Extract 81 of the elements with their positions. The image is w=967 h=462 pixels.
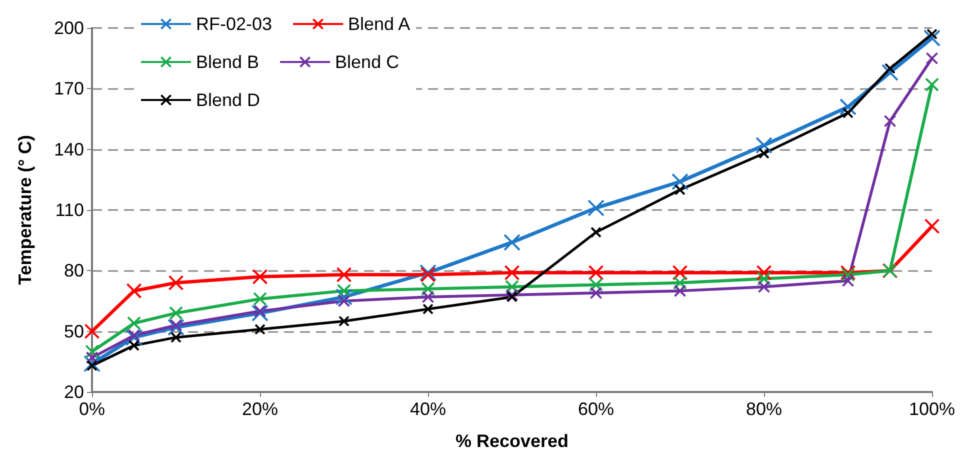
point [884,62,896,74]
point [170,319,182,332]
point [925,78,939,92]
point [336,266,352,282]
legend-label: Blend C [335,52,400,72]
point [590,226,602,238]
point [126,283,142,299]
legend-label: RF-02-03 [196,14,272,34]
point [126,328,142,346]
point [674,284,686,298]
y-tick-label: 170 [54,78,84,99]
point [590,286,602,300]
point [588,199,604,216]
point [840,98,856,116]
point [758,148,770,159]
point [884,114,896,128]
point [84,355,100,372]
x-tick-label: 60% [578,399,614,419]
point [589,278,603,292]
point [841,268,855,282]
point [253,292,267,306]
point [673,276,687,290]
legend-label: Blend D [196,90,260,110]
point [337,284,351,298]
point [128,340,140,351]
x-tick-label: 100% [908,399,956,419]
x-tick-label: 20% [242,399,278,419]
point [672,264,688,280]
point [421,282,435,296]
y-tick-label: 200 [54,18,84,38]
point [336,288,352,306]
point [85,344,99,359]
point [757,272,771,286]
point [127,316,141,330]
x-tick-label: 0% [78,399,106,419]
point [506,291,518,302]
point [505,280,519,294]
point [756,264,772,280]
point [926,52,938,65]
y-tick-label: 50 [64,321,84,342]
point [338,316,350,327]
point [252,304,268,322]
point [168,275,184,291]
point [84,324,100,340]
point [756,136,772,154]
point [674,184,686,196]
point [422,304,434,315]
point [924,30,940,47]
y-tick-label: 140 [54,139,84,160]
y-tick-label: 20 [64,382,84,402]
y-axis-title: Temperature (° C) [15,135,35,285]
point [842,274,854,288]
x-axis-title: % Recovered [455,431,569,451]
point [588,264,604,280]
point [254,304,266,318]
legend-label: Blend B [196,52,260,72]
point [254,324,266,335]
legend-label: Blend A [348,14,410,34]
point [924,218,940,234]
point [504,234,520,251]
point [170,332,182,343]
point [672,173,688,190]
point [842,107,854,118]
point [840,264,856,280]
point [86,360,98,372]
point [758,280,770,294]
point [882,64,898,81]
point [926,28,938,40]
point [169,306,183,320]
point [338,294,350,308]
point [168,318,184,336]
point [252,268,268,284]
point [422,290,434,304]
y-tick-label: 80 [64,260,84,281]
x-tick-label: 80% [746,399,782,419]
x-tick-label: 40% [410,399,446,419]
point [86,351,98,364]
y-tick-label: 110 [55,200,84,220]
point [128,329,140,342]
point [504,264,520,280]
point [506,288,518,302]
